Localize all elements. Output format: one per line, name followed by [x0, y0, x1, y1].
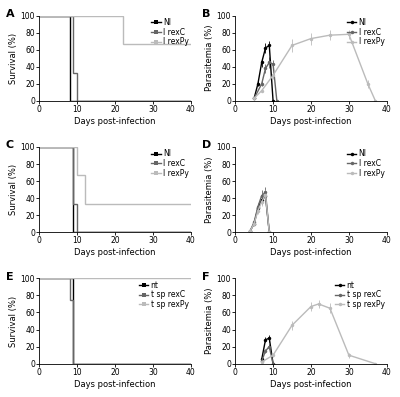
X-axis label: Days post-infection: Days post-infection — [74, 380, 156, 389]
Text: C: C — [6, 140, 14, 150]
Text: B: B — [202, 9, 210, 19]
Y-axis label: Parasitemia (%): Parasitemia (%) — [205, 25, 214, 91]
X-axis label: Days post-infection: Days post-infection — [270, 248, 352, 257]
Text: D: D — [202, 140, 211, 150]
X-axis label: Days post-infection: Days post-infection — [74, 117, 156, 126]
X-axis label: Days post-infection: Days post-infection — [270, 380, 352, 389]
Y-axis label: Parasitemia (%): Parasitemia (%) — [205, 288, 214, 354]
Y-axis label: Parasitemia (%): Parasitemia (%) — [205, 156, 214, 223]
Y-axis label: Survival (%): Survival (%) — [9, 33, 18, 84]
Y-axis label: Survival (%): Survival (%) — [9, 295, 18, 347]
Legend: NI, I rexC, I rexPy: NI, I rexC, I rexPy — [150, 17, 190, 47]
X-axis label: Days post-infection: Days post-infection — [270, 117, 352, 126]
Legend: NI, I rexC, I rexPy: NI, I rexC, I rexPy — [346, 17, 385, 47]
Y-axis label: Survival (%): Survival (%) — [9, 164, 18, 215]
Text: F: F — [202, 272, 209, 281]
Legend: nt, t sp rexC, t sp rexPy: nt, t sp rexC, t sp rexPy — [138, 280, 190, 310]
Text: E: E — [6, 272, 14, 281]
Legend: NI, I rexC, I rexPy: NI, I rexC, I rexPy — [150, 148, 190, 179]
Legend: NI, I rexC, I rexPy: NI, I rexC, I rexPy — [346, 148, 385, 179]
Text: A: A — [6, 9, 15, 19]
X-axis label: Days post-infection: Days post-infection — [74, 248, 156, 257]
Legend: nt, t sp rexC, t sp rexPy: nt, t sp rexC, t sp rexPy — [334, 280, 385, 310]
